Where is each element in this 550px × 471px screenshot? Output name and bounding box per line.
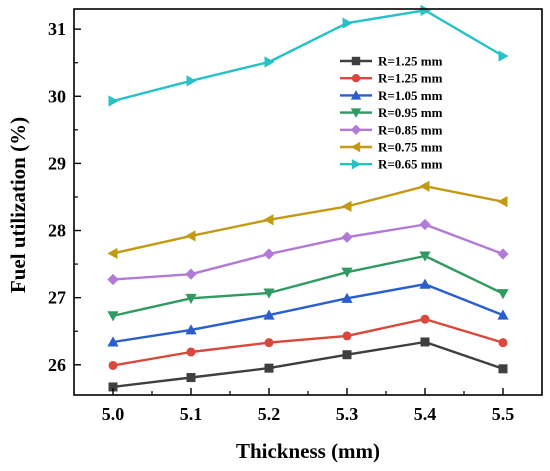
- legend-item-5: R=0.85 mm: [340, 122, 443, 137]
- legend-label: R=0.75 mm: [378, 140, 443, 155]
- series-line-4: [112, 254, 504, 317]
- y-axis-title: Fuel utilization (%): [6, 117, 30, 293]
- data-point-6-1: [107, 247, 118, 259]
- data-point-7-1: [108, 95, 119, 107]
- x-tick-label: 5.4: [414, 404, 437, 424]
- data-point-2-3: [264, 338, 274, 348]
- data-point-6-3: [263, 214, 274, 226]
- data-point-2-2: [186, 347, 196, 357]
- series-7: [108, 4, 509, 107]
- series-2: [108, 314, 508, 370]
- data-point-2-1: [108, 360, 118, 370]
- series-6: [107, 180, 508, 259]
- data-point-2-5: [420, 314, 430, 324]
- legend-label: R=1.05 mm: [378, 88, 443, 103]
- x-axis-title: Thickness (mm): [236, 439, 380, 463]
- legend-item-7: R=0.65 mm: [340, 157, 443, 172]
- y-tick-label: 26: [48, 355, 66, 375]
- legend-item-2: R=1.25 mm: [340, 71, 443, 86]
- data-point-5-4: [341, 231, 353, 243]
- x-tick-label: 5.5: [492, 404, 515, 424]
- legend-item-1: R=1.25 mm: [340, 54, 443, 69]
- legend-swatch-marker: [350, 124, 362, 136]
- ticks-layer: 5.0 5.1 5.2 5.3 5.4 5.5 26 27 28 29 30 31: [48, 19, 514, 424]
- data-point-6-6: [497, 196, 508, 208]
- legend-label: R=0.65 mm: [378, 157, 443, 172]
- data-point-4-1: [107, 311, 119, 322]
- legend-item-4: R=0.95 mm: [340, 105, 443, 120]
- series-line-2: [112, 317, 504, 367]
- data-point-3-4: [341, 292, 353, 303]
- series-line-7: [112, 9, 504, 103]
- data-point-4-2: [185, 293, 197, 304]
- series-line-5: [112, 223, 504, 281]
- x-tick-label: 5.3: [336, 404, 359, 424]
- y-tick-label: 27: [48, 288, 66, 308]
- data-point-2-4: [342, 331, 352, 341]
- legend-swatch-marker: [351, 74, 361, 83]
- data-point-4-6: [497, 289, 509, 300]
- legend-swatch-marker: [350, 141, 361, 153]
- legend-swatch-marker: [351, 158, 362, 170]
- series-3: [107, 278, 509, 347]
- legend-label: R=0.85 mm: [378, 122, 443, 137]
- legend-label: R=1.25 mm: [378, 54, 443, 69]
- series-1: [108, 337, 508, 392]
- x-tick-label: 5.1: [180, 404, 203, 424]
- data-point-1-3: [264, 363, 274, 373]
- y-tick-label: 31: [48, 19, 66, 39]
- x-tick-label: 5.0: [102, 404, 125, 424]
- data-point-3-2: [185, 324, 197, 335]
- x-tick-label: 5.2: [258, 404, 281, 424]
- data-point-1-5: [420, 337, 430, 347]
- data-point-7-2: [186, 75, 197, 87]
- data-point-4-4: [341, 267, 353, 278]
- legend-label: R=0.95 mm: [378, 105, 443, 120]
- y-tick-label: 30: [48, 86, 66, 106]
- legend-label: R=1.25 mm: [378, 71, 443, 86]
- data-point-1-4: [342, 350, 352, 360]
- legend-swatch-marker: [351, 56, 361, 66]
- data-point-6-4: [341, 200, 352, 212]
- data-point-3-3: [263, 309, 275, 320]
- data-point-4-5: [419, 251, 431, 262]
- legend-item-6: R=0.75 mm: [340, 140, 443, 155]
- data-point-6-2: [185, 230, 196, 242]
- data-point-3-6: [497, 309, 509, 320]
- series-layer: [107, 4, 509, 392]
- data-point-4-3: [263, 288, 275, 299]
- series-5: [107, 218, 509, 286]
- data-point-6-5: [419, 180, 430, 192]
- data-point-5-6: [497, 248, 509, 260]
- data-point-3-5: [419, 278, 431, 289]
- series-line-6: [112, 184, 504, 255]
- data-point-5-2: [185, 268, 197, 280]
- series-4: [107, 251, 509, 322]
- data-point-1-2: [186, 373, 196, 383]
- data-point-1-1: [108, 382, 118, 392]
- series-line-1: [112, 340, 504, 389]
- data-point-5-3: [263, 248, 275, 260]
- data-point-7-6: [498, 50, 509, 62]
- data-point-7-3: [264, 56, 275, 68]
- data-point-7-5: [420, 4, 431, 16]
- y-tick-label: 28: [48, 221, 66, 241]
- legend: R=1.25 mm R=1.25 mm R=1.05 mm R=0.95 mm R=0.…: [340, 54, 443, 172]
- legend-item-3: R=1.05 mm: [340, 88, 443, 103]
- data-point-1-6: [498, 364, 508, 374]
- data-point-7-4: [342, 17, 353, 29]
- data-point-2-6: [498, 338, 508, 348]
- legend-swatch-marker: [350, 108, 362, 118]
- y-tick-label: 29: [48, 153, 66, 173]
- data-point-5-1: [107, 273, 119, 286]
- legend-swatch-marker: [350, 90, 362, 100]
- data-point-3-1: [107, 336, 119, 347]
- series-line-3: [112, 283, 504, 344]
- data-point-5-5: [419, 218, 431, 231]
